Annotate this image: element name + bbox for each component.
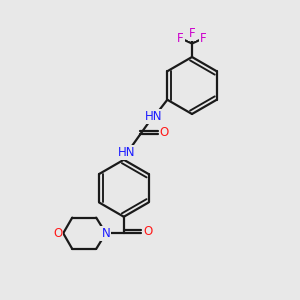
- Text: F: F: [177, 32, 184, 45]
- Text: HN: HN: [118, 146, 136, 159]
- Text: F: F: [200, 32, 207, 45]
- Text: F: F: [189, 27, 195, 40]
- Text: O: O: [143, 225, 152, 238]
- Text: O: O: [53, 227, 62, 240]
- Text: O: O: [160, 126, 169, 139]
- Text: N: N: [101, 227, 110, 240]
- Text: HN: HN: [145, 110, 163, 123]
